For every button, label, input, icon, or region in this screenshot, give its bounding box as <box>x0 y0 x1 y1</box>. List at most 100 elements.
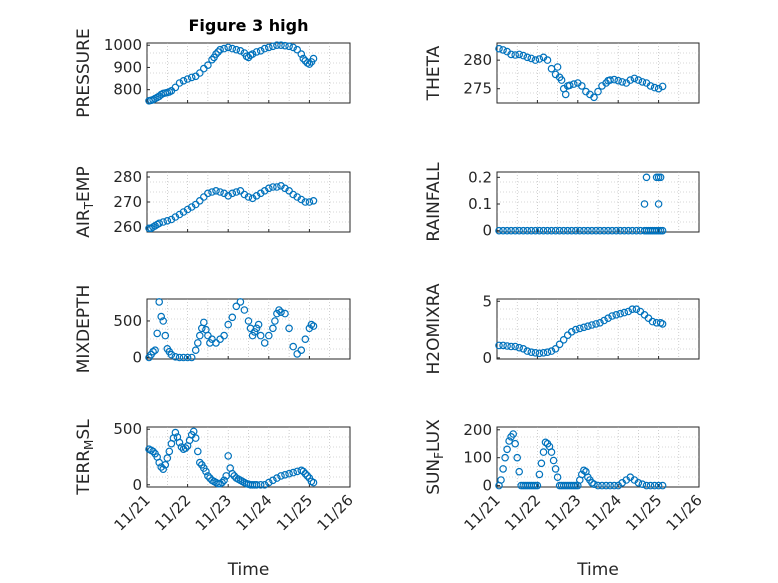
data-point <box>149 447 157 456</box>
data-point <box>549 456 558 465</box>
data-point <box>624 226 633 235</box>
y-tick-label: 500 <box>113 420 142 438</box>
data-point <box>523 53 532 62</box>
data-point <box>281 41 289 50</box>
data-point <box>499 226 507 235</box>
data-point <box>171 352 180 361</box>
data-point <box>531 348 540 357</box>
x-tick-label: 11/22 <box>151 491 194 534</box>
data-point <box>269 324 277 333</box>
data-point <box>571 226 580 235</box>
data-point <box>594 481 602 490</box>
data-point <box>252 480 261 489</box>
data-point <box>202 467 210 476</box>
x-tick-label: 11/26 <box>314 491 357 534</box>
data-point <box>658 226 667 235</box>
data-point <box>499 46 507 54</box>
data-point <box>260 480 269 489</box>
data-point <box>151 346 159 355</box>
data-point <box>604 314 612 323</box>
data-point <box>240 190 249 199</box>
data-point <box>277 472 285 480</box>
x-tick-label: 11/23 <box>192 491 235 534</box>
data-point <box>303 472 312 480</box>
data-point <box>289 468 298 477</box>
y-tick-label: 280 <box>113 168 142 186</box>
data-point <box>642 173 651 182</box>
data-point <box>256 480 265 489</box>
data-point <box>273 474 281 482</box>
y-axis-label: RAINFALL <box>424 162 444 242</box>
data-point <box>557 76 566 84</box>
data-point <box>260 44 269 53</box>
data-point <box>523 347 532 355</box>
data-point <box>252 192 261 200</box>
data-point <box>232 188 241 196</box>
y-axis-label-part: THETA <box>424 45 444 101</box>
data-point <box>511 51 520 59</box>
x-tick-label: 11/26 <box>663 491 706 534</box>
data-point <box>527 226 536 235</box>
data-point <box>565 81 574 90</box>
data-point <box>240 306 249 314</box>
data-point <box>515 50 524 59</box>
y-axis-label-part: SL <box>74 419 94 440</box>
data-point <box>293 193 302 201</box>
data-point <box>179 353 188 362</box>
data-point <box>305 324 314 333</box>
data-point <box>600 226 608 235</box>
data-point <box>309 322 318 330</box>
x-tick-label: 11/25 <box>273 491 316 534</box>
data-point <box>196 69 204 77</box>
data-point <box>224 43 233 52</box>
data-point <box>281 470 289 479</box>
data-point <box>541 438 550 447</box>
data-point <box>511 439 520 448</box>
data-point <box>175 210 184 219</box>
data-point <box>533 481 542 490</box>
data-point <box>200 193 208 201</box>
data-point <box>535 226 544 235</box>
data-point <box>161 460 170 469</box>
data-point <box>626 76 635 84</box>
data-point <box>547 226 556 235</box>
data-point <box>224 320 233 329</box>
data-point <box>254 320 263 329</box>
data-point <box>535 55 544 63</box>
data-point <box>537 459 546 468</box>
data-point <box>531 226 540 235</box>
data-point <box>658 320 667 328</box>
data-point <box>539 448 548 456</box>
data-point <box>495 44 503 53</box>
y-axis-label: SUNFLUX <box>424 419 446 495</box>
data-point <box>555 340 564 349</box>
data-point <box>608 312 616 320</box>
y-tick-label: 200 <box>463 421 492 439</box>
data-point <box>155 219 164 228</box>
subplot-rainfall: 0 0.1 0.2 RAINFALL <box>424 162 700 242</box>
y-axis-label-part: SUN <box>424 459 444 495</box>
data-point <box>628 305 637 314</box>
data-point <box>642 481 651 490</box>
y-tick-label: 270 <box>113 193 142 211</box>
data-point <box>539 348 548 357</box>
y-tick-label: 800 <box>113 81 142 99</box>
data-point <box>519 51 528 60</box>
data-point <box>590 480 598 489</box>
subplot-air_temp: 260 270 280 AIRTEMP <box>74 166 351 238</box>
data-point <box>260 187 269 195</box>
data-point <box>299 54 308 63</box>
data-point <box>543 348 552 357</box>
x-axis-label: Time <box>227 560 270 580</box>
data-point <box>654 200 663 208</box>
data-point <box>620 308 629 317</box>
y-tick-label: 1000 <box>104 36 142 54</box>
data-point <box>194 447 202 456</box>
data-point <box>212 187 220 195</box>
y-tick-label: 0 <box>132 349 142 367</box>
data-point <box>309 54 318 63</box>
data-point <box>244 317 253 325</box>
data-point <box>264 331 273 340</box>
data-point <box>551 226 560 235</box>
